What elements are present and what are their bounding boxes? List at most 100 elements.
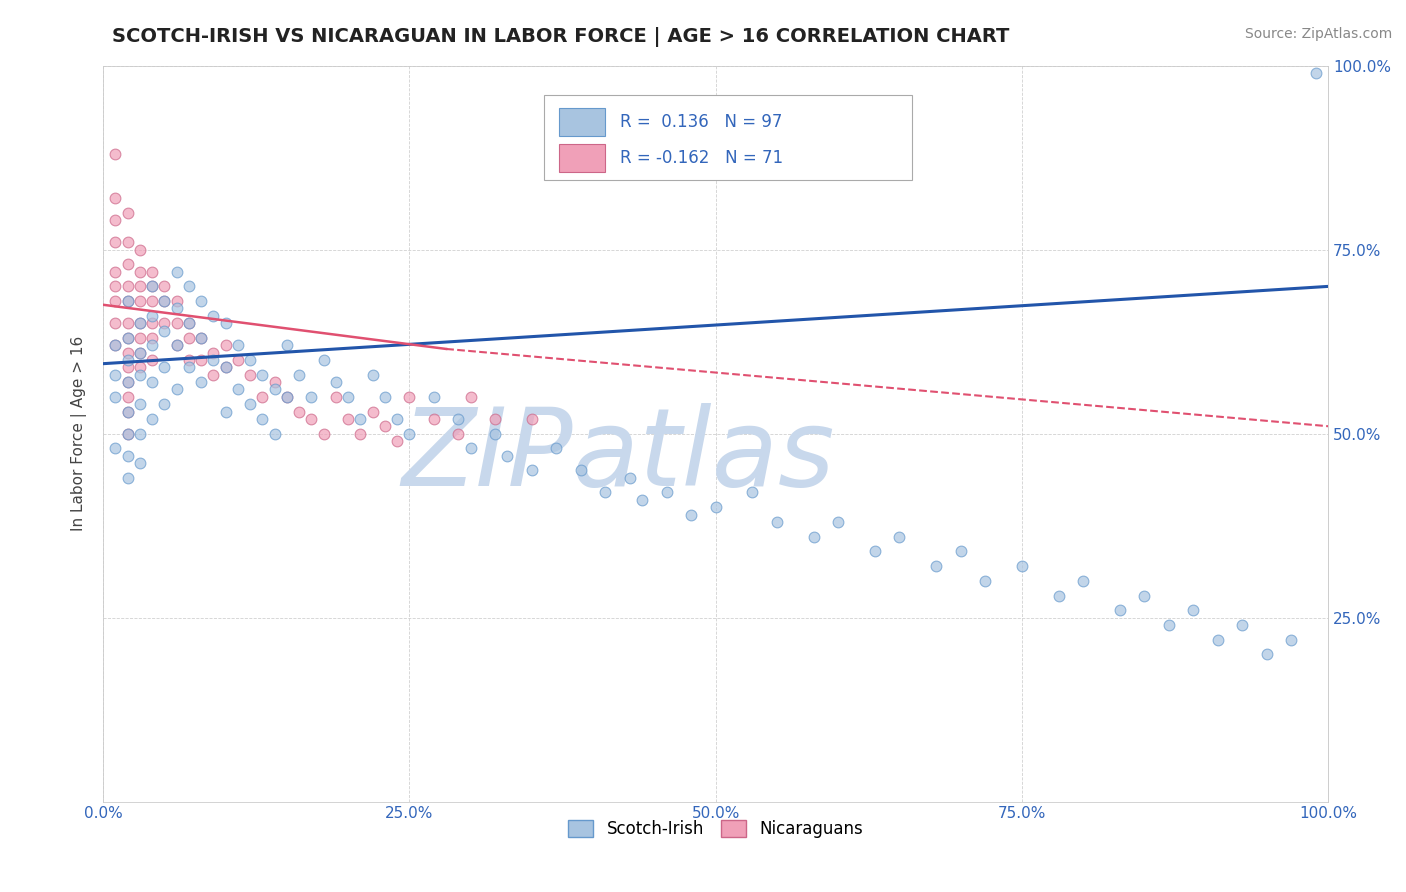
Point bbox=[104, 390, 127, 404]
Point bbox=[104, 338, 127, 352]
Point bbox=[226, 383, 249, 397]
Point bbox=[312, 353, 335, 368]
Point bbox=[141, 338, 163, 352]
Point bbox=[153, 279, 176, 293]
Point bbox=[226, 353, 249, 368]
Point bbox=[129, 368, 152, 382]
Point bbox=[190, 375, 212, 389]
Point bbox=[447, 412, 470, 426]
Bar bbox=[558, 108, 606, 136]
Point bbox=[460, 442, 482, 456]
Point bbox=[117, 316, 139, 330]
Point bbox=[117, 404, 139, 418]
Text: R = -0.162   N = 71: R = -0.162 N = 71 bbox=[620, 149, 783, 167]
Point bbox=[239, 397, 262, 411]
Point bbox=[312, 426, 335, 441]
Point bbox=[141, 309, 163, 323]
Point bbox=[496, 449, 519, 463]
Point bbox=[117, 404, 139, 418]
Point bbox=[827, 515, 849, 529]
Point bbox=[177, 316, 200, 330]
Point bbox=[252, 368, 274, 382]
Point bbox=[288, 404, 311, 418]
Point bbox=[129, 360, 152, 375]
Point bbox=[166, 265, 188, 279]
Point bbox=[177, 353, 200, 368]
Point bbox=[129, 426, 152, 441]
Point bbox=[104, 338, 127, 352]
Text: SCOTCH-IRISH VS NICARAGUAN IN LABOR FORCE | AGE > 16 CORRELATION CHART: SCOTCH-IRISH VS NICARAGUAN IN LABOR FORC… bbox=[112, 27, 1010, 46]
Point bbox=[1182, 603, 1205, 617]
Point bbox=[619, 471, 641, 485]
Point bbox=[153, 294, 176, 309]
Point bbox=[239, 368, 262, 382]
Point bbox=[1047, 589, 1070, 603]
Point bbox=[215, 360, 238, 375]
Point bbox=[117, 294, 139, 309]
Point bbox=[177, 279, 200, 293]
Point bbox=[889, 530, 911, 544]
Point bbox=[141, 265, 163, 279]
Point bbox=[546, 442, 568, 456]
Point bbox=[520, 412, 543, 426]
Text: Source: ZipAtlas.com: Source: ZipAtlas.com bbox=[1244, 27, 1392, 41]
Point bbox=[117, 206, 139, 220]
Point bbox=[595, 485, 617, 500]
Point bbox=[177, 331, 200, 345]
Legend: Scotch-Irish, Nicaraguans: Scotch-Irish, Nicaraguans bbox=[562, 814, 869, 845]
Point bbox=[141, 412, 163, 426]
Point bbox=[398, 426, 420, 441]
Point bbox=[153, 316, 176, 330]
Point bbox=[117, 257, 139, 271]
Point bbox=[631, 492, 654, 507]
Point bbox=[104, 147, 127, 161]
Point bbox=[215, 404, 238, 418]
Point bbox=[385, 412, 408, 426]
Point bbox=[766, 515, 789, 529]
Point bbox=[374, 419, 396, 434]
Point bbox=[117, 331, 139, 345]
Point bbox=[190, 331, 212, 345]
Point bbox=[104, 442, 127, 456]
Point bbox=[1232, 618, 1254, 632]
Point bbox=[301, 390, 323, 404]
Point bbox=[202, 345, 225, 359]
Point bbox=[1305, 66, 1327, 80]
Point bbox=[104, 213, 127, 227]
Point bbox=[104, 265, 127, 279]
Point bbox=[239, 353, 262, 368]
Point bbox=[166, 338, 188, 352]
Point bbox=[104, 316, 127, 330]
Text: R =  0.136   N = 97: R = 0.136 N = 97 bbox=[620, 113, 783, 131]
Point bbox=[129, 294, 152, 309]
Point bbox=[741, 485, 763, 500]
Point bbox=[569, 463, 592, 477]
Point bbox=[276, 390, 298, 404]
Point bbox=[117, 279, 139, 293]
Point bbox=[190, 294, 212, 309]
Point bbox=[337, 412, 360, 426]
Point bbox=[166, 316, 188, 330]
Point bbox=[104, 191, 127, 205]
Point bbox=[252, 390, 274, 404]
Point bbox=[117, 294, 139, 309]
Point bbox=[398, 390, 420, 404]
Point bbox=[104, 279, 127, 293]
Point bbox=[117, 360, 139, 375]
Point bbox=[153, 324, 176, 338]
Point bbox=[129, 279, 152, 293]
Point bbox=[104, 368, 127, 382]
Point bbox=[1256, 648, 1278, 662]
Point bbox=[129, 265, 152, 279]
Point bbox=[484, 412, 506, 426]
Point bbox=[117, 426, 139, 441]
Point bbox=[226, 338, 249, 352]
Point bbox=[447, 426, 470, 441]
Point bbox=[117, 390, 139, 404]
Point bbox=[141, 279, 163, 293]
Point bbox=[925, 559, 948, 574]
Point bbox=[1071, 574, 1094, 588]
Point bbox=[202, 309, 225, 323]
Point bbox=[263, 426, 285, 441]
Point bbox=[166, 383, 188, 397]
